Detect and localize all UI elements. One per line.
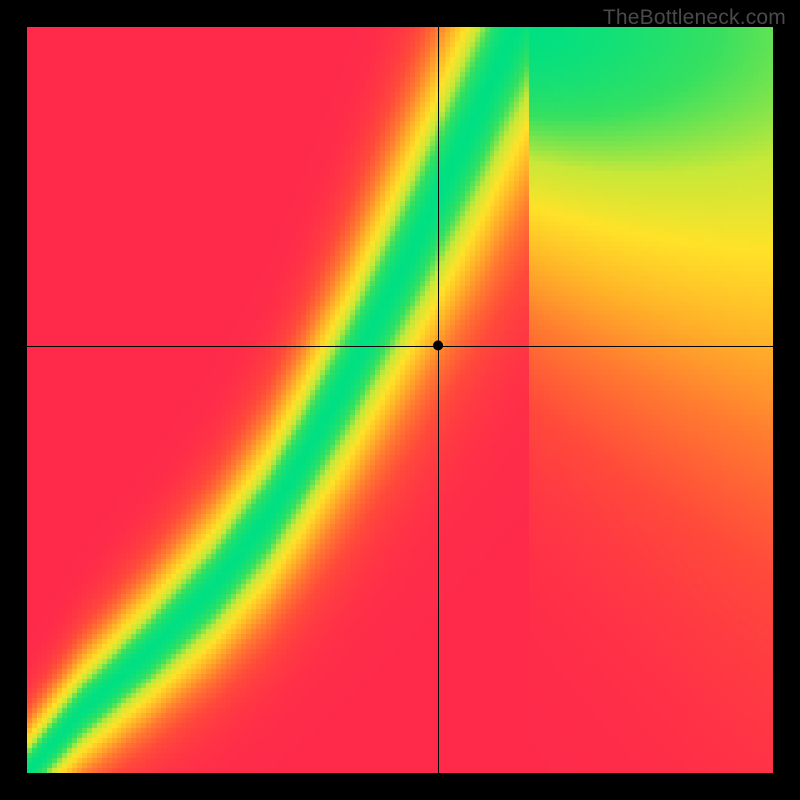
watermark-label: TheBottleneck.com — [603, 6, 786, 30]
bottleneck-heatmap — [0, 0, 800, 800]
